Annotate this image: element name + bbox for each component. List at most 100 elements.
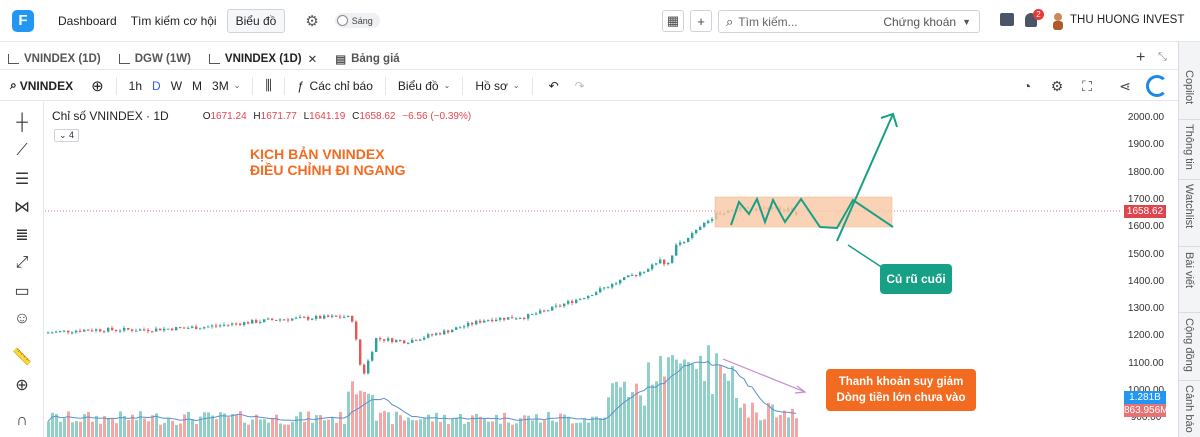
volume-bar — [683, 359, 686, 437]
trendline-icon[interactable]: ⟋ — [16, 142, 28, 159]
candle-body — [91, 330, 94, 332]
theme-toggle[interactable]: Sáng — [334, 13, 380, 28]
add-tab-icon[interactable]: + — [1136, 49, 1146, 66]
volume-bar — [675, 359, 678, 437]
candle-body — [319, 316, 322, 319]
candle-body — [655, 263, 658, 265]
tf-3m[interactable]: 3M ⌄ — [212, 79, 240, 93]
tab-label: VNINDEX (1D) — [24, 52, 101, 65]
crosshair-icon[interactable]: ┼ — [16, 114, 28, 131]
symbol-search[interactable]: ⌕ VNINDEX — [10, 78, 73, 93]
chart-menu-button[interactable]: Biểu đồ ⌄ — [398, 79, 450, 93]
volume-bar — [127, 419, 130, 437]
y-tick-label: 1000.00 — [1122, 385, 1170, 396]
panel-articles[interactable]: Bài viết — [1183, 252, 1195, 289]
fib-icon[interactable]: ≣ — [15, 227, 29, 244]
tab-price-board[interactable]: ▤ Bảng giá — [335, 52, 399, 66]
redo-icon[interactable]: ↷ — [574, 78, 585, 93]
volume-bar — [735, 398, 738, 437]
volume-bar — [359, 390, 362, 437]
chat-icon[interactable] — [1000, 13, 1014, 26]
volume-bar — [487, 421, 490, 437]
volume-bar — [107, 418, 110, 437]
volume-bar — [711, 394, 714, 437]
tf-m[interactable]: M — [192, 78, 203, 93]
share-icon[interactable]: ⋖ — [1119, 77, 1131, 94]
panel-alerts[interactable]: Cảnh báo — [1183, 385, 1195, 433]
close-icon[interactable]: ✕ — [307, 53, 318, 66]
settings-gear-icon[interactable]: ⚙ — [1050, 77, 1064, 94]
volume-bar — [531, 420, 534, 437]
nav-opportunity[interactable]: Tìm kiếm cơ hội — [130, 13, 217, 28]
candle-body — [447, 330, 450, 333]
user-name[interactable]: THU HUONG INVEST — [1070, 14, 1185, 26]
emoji-icon[interactable]: ☺ — [13, 310, 31, 327]
volume-bar — [411, 420, 414, 437]
indicators-button[interactable]: ƒ Các chỉ báo — [297, 79, 373, 93]
zoom-in-icon[interactable]: ⊕ — [15, 377, 29, 394]
brand-c-icon[interactable] — [1146, 75, 1168, 97]
indicator-collapse[interactable]: ⌄ 4 — [54, 129, 80, 142]
panel-community[interactable]: Cộng đồng — [1183, 318, 1195, 372]
candle-body — [647, 269, 650, 272]
layout-grid-icon[interactable]: ▦ — [662, 10, 684, 32]
tab-dgw-1w[interactable]: DGW (1W) — [118, 53, 191, 65]
candle-body — [367, 360, 370, 374]
candle-body — [227, 324, 230, 326]
horizontal-lines-icon[interactable]: ☰ — [14, 171, 30, 188]
tab-vnindex-1d-active[interactable]: VNINDEX (1D) ✕ — [208, 52, 318, 66]
panel-watchlist[interactable]: Watchlist — [1183, 184, 1195, 229]
fullscreen-icon[interactable]: ⛶ — [1082, 77, 1092, 94]
profile-button[interactable]: Hồ sơ ⌄ — [475, 79, 519, 93]
volume-ma-line — [47, 360, 797, 422]
ruler-icon[interactable]: 📏 — [12, 349, 32, 366]
volume-bar — [679, 363, 682, 437]
divider — [252, 76, 254, 95]
magnet-icon[interactable]: ∩ — [16, 412, 28, 429]
tf-w[interactable]: W — [170, 78, 183, 93]
nav-charts[interactable]: Biểu đồ — [226, 8, 286, 33]
candle-body — [623, 277, 626, 281]
candle-body — [507, 317, 510, 320]
gear-icon[interactable]: ⚙ — [305, 12, 319, 30]
brush-icon[interactable]: ⤢ — [15, 254, 29, 271]
candle-body — [395, 339, 398, 343]
pattern-icon[interactable]: ⋈ — [14, 199, 30, 216]
candle-type-icon[interactable]: ⫼ — [265, 77, 272, 93]
volume-bar — [307, 411, 310, 437]
candle-body — [643, 271, 646, 273]
avatar[interactable] — [1052, 12, 1064, 30]
undo-icon[interactable]: ↶ — [548, 78, 559, 93]
candle-body — [475, 320, 478, 325]
add-icon[interactable]: + — [690, 10, 712, 32]
price-chart[interactable] — [45, 102, 1121, 437]
candle-body — [263, 319, 266, 322]
volume-bar — [275, 414, 278, 437]
candle-body — [175, 327, 178, 331]
search-category[interactable]: Chứng khoán — [883, 14, 957, 29]
volume-bar — [243, 422, 246, 437]
quick-search-icon[interactable]: ◔ — [1022, 78, 1032, 94]
app-logo[interactable]: F — [12, 9, 34, 32]
candle-body — [615, 283, 618, 285]
candle-body — [571, 301, 574, 303]
volume-bar — [163, 422, 166, 437]
divider — [384, 76, 386, 95]
tab-vnindex-1d[interactable]: VNINDEX (1D) — [8, 53, 101, 65]
candle-body — [215, 325, 218, 327]
panel-info[interactable]: Thông tin — [1183, 124, 1195, 170]
tf-d[interactable]: D — [152, 78, 161, 93]
nav-dashboard[interactable]: Dashboard — [58, 13, 117, 28]
h-label: H — [253, 110, 261, 122]
compare-add-icon[interactable]: ⊕ — [91, 77, 104, 95]
divider — [462, 76, 464, 95]
search-input[interactable]: ⌕ Tìm kiếm... Chứng khoán ▼ — [718, 10, 980, 33]
comment-icon[interactable]: ▭ — [14, 283, 30, 300]
expand-icon[interactable]: ⤡ — [1158, 51, 1167, 63]
candle-body — [383, 339, 386, 341]
volume-bar — [539, 422, 542, 437]
tf-1h[interactable]: 1h — [128, 78, 143, 93]
panel-copilot[interactable]: Copilot — [1183, 70, 1195, 105]
divider — [1179, 119, 1200, 120]
candle-body — [379, 338, 382, 340]
